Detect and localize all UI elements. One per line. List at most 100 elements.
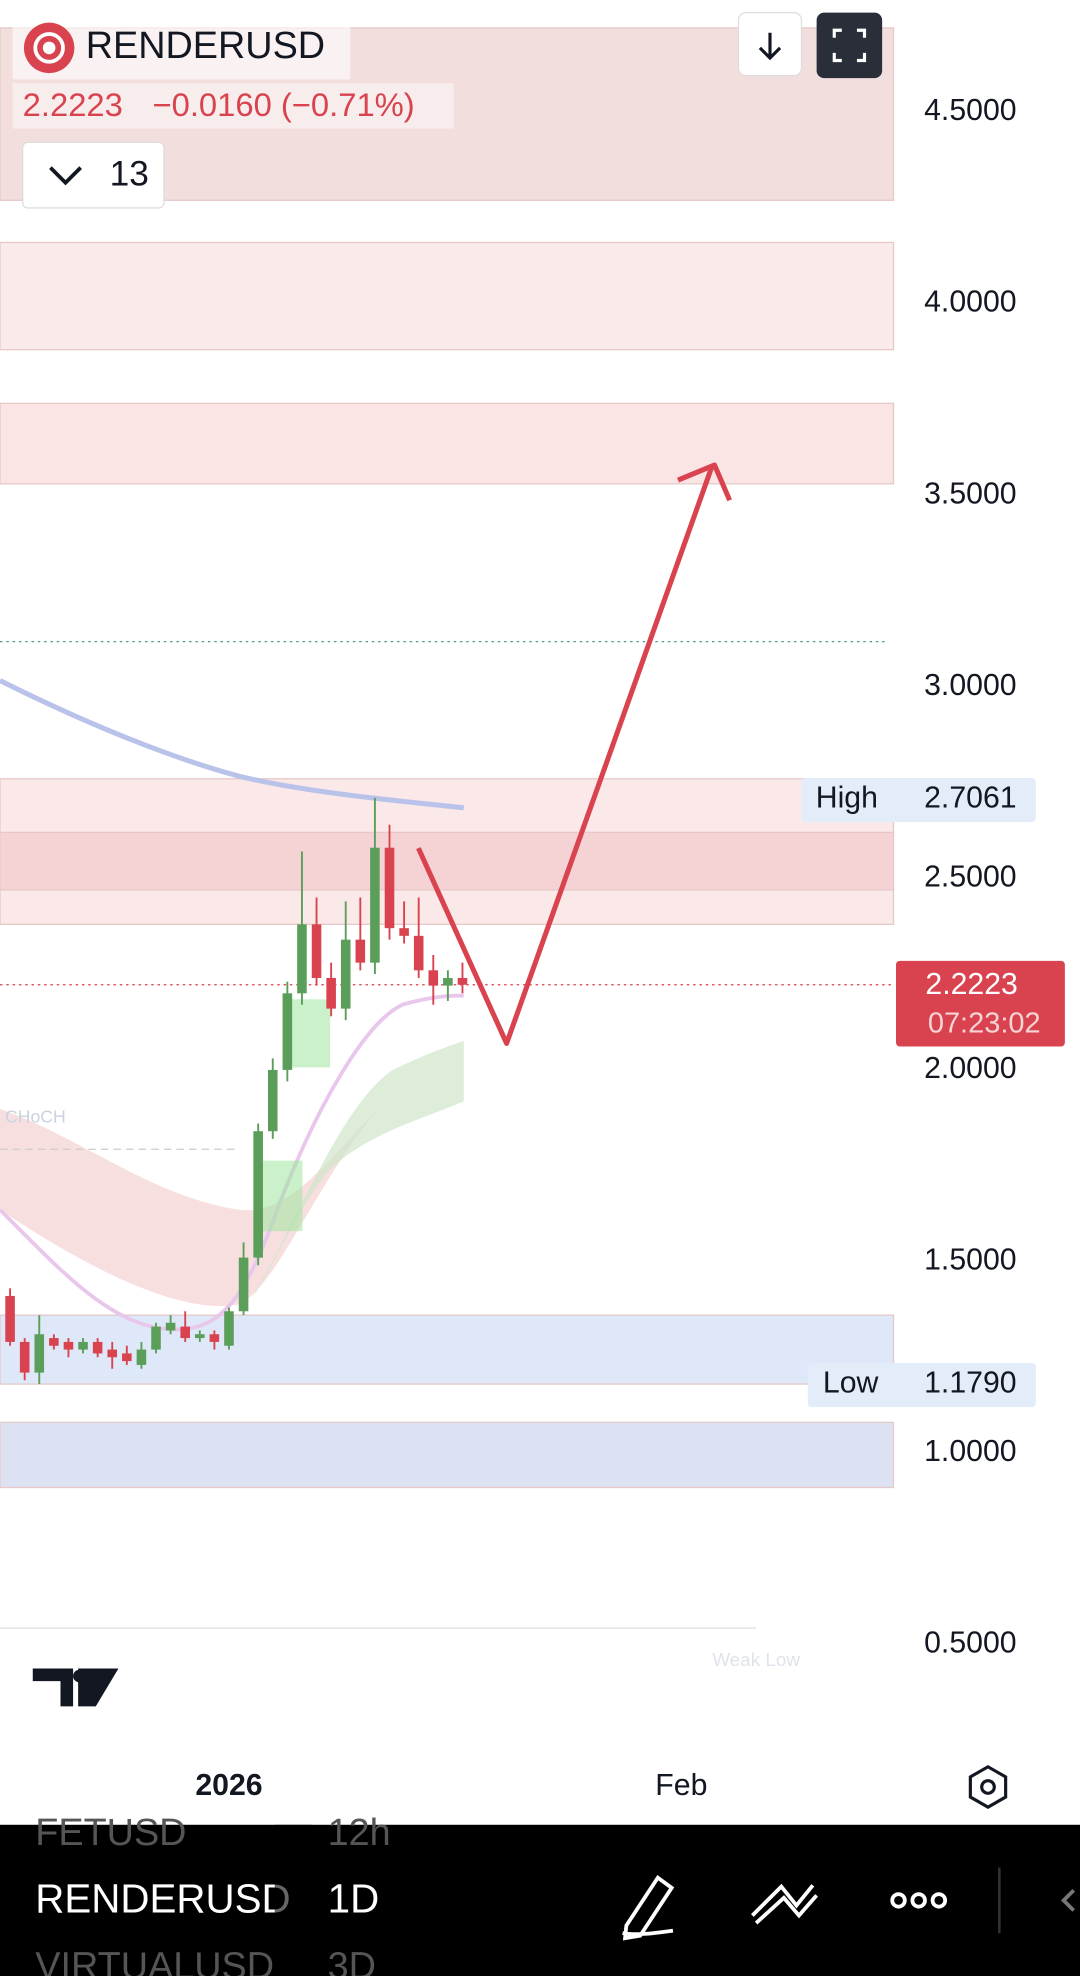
symbol-name[interactable]: RENDERUSD (86, 25, 325, 67)
x-tick-label: Feb (655, 1769, 707, 1802)
fullscreen-icon (832, 28, 867, 63)
candle-body (370, 847, 380, 963)
high-label: High (816, 781, 878, 814)
zone (0, 1314, 895, 1385)
chevron (49, 166, 82, 186)
y-tick-label: 3.0000 (924, 669, 1016, 702)
arrow-head (677, 462, 732, 502)
symbol-logo-ring (33, 32, 65, 64)
zone (0, 831, 895, 891)
price-axis: 4.5000 4.0000 3.5000 3.0000 2.5000 2.0000 1.50… (195, 94, 1065, 1802)
candle-body (399, 928, 409, 936)
collapse-icon[interactable] (1060, 1888, 1076, 1912)
y-tick-label: 3.5000 (924, 477, 1016, 510)
candle-body (78, 1341, 88, 1350)
zone (0, 402, 895, 485)
candle-body (443, 977, 453, 986)
low-label: Low (823, 1366, 879, 1399)
zone (0, 241, 895, 351)
settings-icon[interactable] (968, 1764, 1008, 1809)
more-icon[interactable] (890, 1892, 948, 1909)
annotation: CHoCH (5, 1106, 66, 1126)
candle-body (5, 1295, 15, 1342)
tv-logo-dot (73, 1669, 86, 1683)
projection-arrow (416, 465, 715, 1046)
annotation: Weak Low (712, 1650, 800, 1671)
watch-interval: 12h (328, 1812, 391, 1854)
candle-body (122, 1353, 132, 1362)
candle-body (165, 1322, 176, 1331)
candle-body (355, 939, 366, 963)
draw-icon[interactable] (622, 1875, 675, 1941)
levels (0, 640, 894, 986)
candle-body (224, 1311, 234, 1346)
header-price: 2.2223 (23, 86, 123, 123)
candle-body (428, 970, 439, 986)
candles (5, 797, 468, 1385)
zone (0, 1421, 895, 1489)
y-tick-label: 0.5000 (924, 1627, 1016, 1660)
download-icon (758, 32, 782, 61)
candle-body (195, 1334, 205, 1339)
candle-body (297, 924, 307, 994)
candle-body (209, 1334, 220, 1342)
y-tick-label: 4.0000 (924, 286, 1016, 319)
dot (890, 1892, 907, 1909)
candle-body (326, 977, 336, 1009)
price-bg (12, 83, 454, 129)
candle-body (151, 1326, 161, 1350)
lines-icon[interactable] (751, 1883, 819, 1925)
x-tick-label: 2026 (195, 1769, 262, 1802)
last-price: 2.2223 (925, 968, 1017, 1001)
settings-circle (980, 1779, 996, 1795)
low-tag-bg (807, 1363, 1036, 1408)
zones (0, 27, 895, 1489)
candle-body (63, 1341, 74, 1350)
dot (910, 1892, 927, 1909)
last-price-tag (896, 960, 1065, 1047)
y-tick-label: 2.0000 (924, 1052, 1016, 1085)
candle-body (107, 1349, 118, 1358)
low-value: 1.1790 (924, 1366, 1016, 1399)
y-tick-label: 1.0000 (924, 1435, 1016, 1468)
high-value: 2.7061 (924, 781, 1016, 814)
candle-body (136, 1349, 147, 1365)
candle-body (340, 939, 351, 1009)
watch-symbol[interactable]: VIRTUALUSD (35, 1945, 274, 1976)
candle-body (253, 1131, 263, 1258)
watch-symbol[interactable]: FETUSD (35, 1812, 186, 1854)
watch-symbol[interactable]: RENDERUSD (35, 1875, 290, 1921)
y-tick-label: 4.5000 (924, 94, 1016, 127)
candle-body (34, 1334, 45, 1373)
y-tick-label: 2.5000 (924, 860, 1016, 893)
symbol-logo-dot (42, 41, 56, 55)
countdown: 07:23:02 (928, 1008, 1041, 1040)
dot (930, 1892, 948, 1909)
fullscreen-button[interactable] (816, 12, 883, 79)
watch-interval: 3D (328, 1945, 376, 1976)
y-tick-label: 1.5000 (924, 1243, 1016, 1276)
cloud-red (0, 1108, 379, 1307)
candle-body (49, 1338, 59, 1346)
watchlist-bar (0, 1824, 1080, 1976)
fvg-box (257, 1160, 303, 1232)
candle-body (180, 1326, 190, 1339)
candle-body (238, 1257, 249, 1312)
candle-body (19, 1341, 30, 1373)
candle-body (92, 1341, 103, 1354)
indicators-toggle[interactable] (22, 141, 165, 209)
candle-body (311, 924, 322, 978)
candle-body (457, 977, 468, 985)
candle-body (413, 935, 424, 971)
fade (274, 1824, 313, 1976)
watch-interval: 1D (328, 1875, 380, 1921)
candle-body (267, 1069, 278, 1132)
candle-body (384, 847, 395, 929)
indicator-count: 13 (110, 155, 149, 194)
high-tag-bg (801, 777, 1036, 823)
settings-hex (968, 1764, 1008, 1809)
moving-average (0, 678, 465, 811)
cloud-green (252, 1040, 464, 1299)
